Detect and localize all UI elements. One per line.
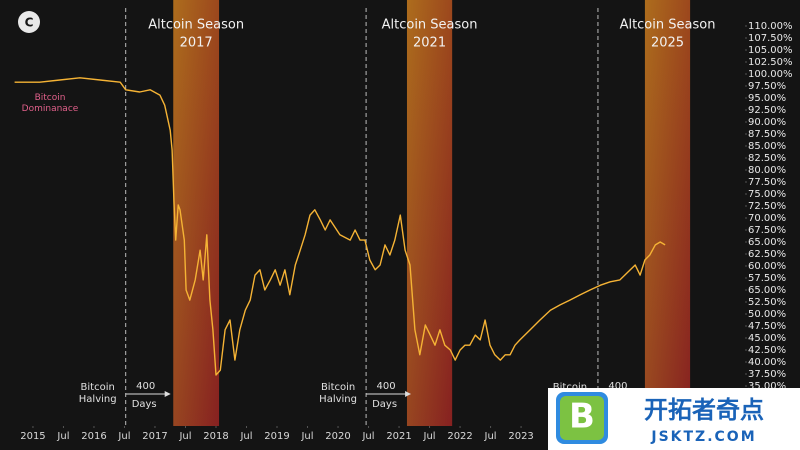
guides: BitcoinHalving400DaysBitcoinHalving400Da… [79,8,643,426]
y-tick-label: 107.50% [748,33,793,44]
y-tick-label: 37.50% [748,369,786,380]
x-tick-label: Jul [361,431,374,442]
halving-label: Halving [79,394,117,405]
logo: C [25,16,34,30]
y-tick-label: 67.50% [748,225,786,236]
halving-label: Bitcoin [553,382,587,393]
halving-label: Bitcoin [321,382,355,393]
watermark-badge: B [569,397,595,437]
x-tick-label: 2017 [142,431,167,442]
band-title: Altcoin Season [382,18,478,33]
logo-badge [18,11,40,33]
y-tick-label: 62.50% [748,249,786,260]
y-tick-label: 87.50% [748,129,786,140]
x-tick-label: Jul [56,431,69,442]
y-tick-label: 100.00% [748,69,793,80]
x-tick-label: 2019 [264,431,289,442]
y-tick-label: 110.00% [748,21,793,32]
x-tick-label: 2015 [20,431,45,442]
y-tick-label: 35.00% [748,381,786,392]
y-tick-label: 92.50% [748,105,786,116]
band-year: 2025 [651,36,684,51]
y-tick-label: 65.00% [748,237,786,248]
y-tick-label: 105.00% [748,45,793,56]
y-tick-label: 80.00% [748,165,786,176]
x-tick-label: 2021 [386,431,411,442]
days-unit: Days [372,399,397,410]
x-tick-label: Jul [239,431,252,442]
x-tick-label: 2016 [81,431,106,442]
halving-label: Halving [319,394,357,405]
y-tick-label: 57.50% [748,273,786,284]
dominance-line [14,77,666,376]
y-tick-label: 65.00% [748,285,786,296]
y-tick-label: 50.00% [748,309,786,320]
y-tick-label: 47.50% [748,321,786,332]
y-tick-label: 90.00% [748,117,786,128]
days-unit: Days [132,399,157,410]
y-tick-label: 72.50% [748,201,786,212]
bands [173,0,691,426]
y-tick-label: 40.00% [748,357,786,368]
y-tick-label: 70.00% [748,213,786,224]
days-value: 400 [608,381,627,392]
x-tick-label: Jul [484,431,497,442]
x-tick-label: 2022 [447,431,472,442]
x-tick-label: 2020 [325,431,350,442]
legend-label: Bitcoin Dominanace [22,93,79,114]
y-tick-label: 52.50% [748,297,786,308]
altcoin-band-shade [406,0,453,426]
x-tick-label: Jul [300,431,313,442]
y-tick-label: 97.50% [748,81,786,92]
x-tick-label: Jul [423,431,436,442]
altcoin-band-shade [644,0,691,426]
days-value: 400 [136,381,155,392]
x-tick-label: Jul [178,431,191,442]
band-year: 2017 [180,36,213,51]
halving-label: Bitcoin [81,382,115,393]
y-tick-label: 82.50% [748,153,786,164]
y-tick-label: 75.00% [748,189,786,200]
y-tick-label: 42.50% [748,345,786,356]
watermark-name: 开拓者奇点 [644,396,764,424]
y-tick-label: 77.50% [748,177,786,188]
plot: Bitcoin Dominanace [14,77,666,376]
band-title: Altcoin Season [148,18,244,33]
y-tick-label: 95.00% [748,93,786,104]
days-value: 400 [377,381,396,392]
band-title: Altcoin Season [620,18,716,33]
y-tick-label: 85.00% [748,141,786,152]
watermark-icon-inner [560,396,604,440]
axes: Altcoin Season 2017 Altcoin Season 2021 Altc… [20,18,792,443]
watermark-url: JSKTZ.COM [650,429,756,445]
x-tick-label: 2023 [508,431,533,442]
watermark: B 开拓者奇点 JSKTZ.COM [548,388,800,450]
x-tick-label: 2018 [203,431,228,442]
x-tick-label: Jul [117,431,130,442]
y-tick-label: 102.50% [748,57,793,68]
band-year: 2021 [413,36,446,51]
y-tick-label: 45.00% [748,333,786,344]
y-tick-label: 60.00% [748,261,786,272]
